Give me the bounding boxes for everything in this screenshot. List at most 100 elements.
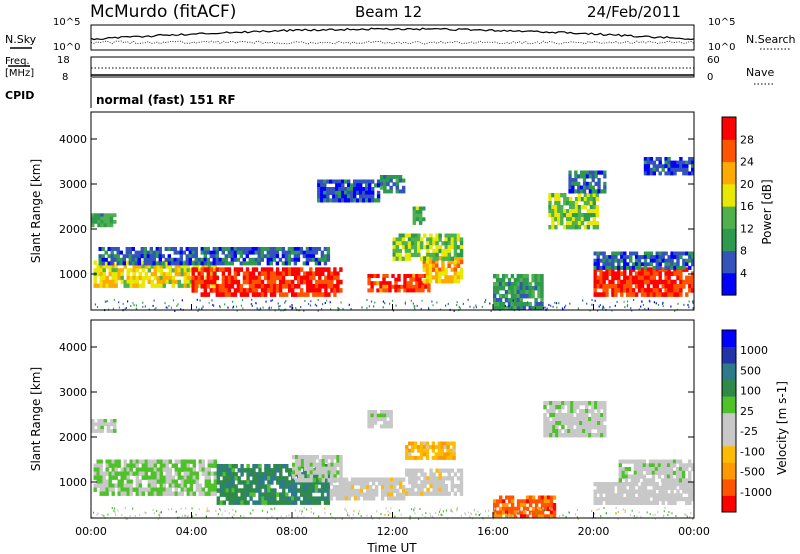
- heatmap-cell: [288, 484, 292, 489]
- heatmap-cell: [251, 257, 255, 262]
- heatmap-cell: [347, 514, 349, 517]
- heatmap-cell: [605, 275, 609, 281]
- heatmap-cell: [661, 500, 665, 505]
- heatmap-cell: [637, 279, 642, 285]
- heatmap-cell: [344, 194, 348, 199]
- heatmap-cell: [165, 463, 169, 468]
- heatmap-cell: [420, 487, 424, 493]
- heatmap-cell: [440, 445, 444, 450]
- heatmap-cell: [268, 306, 270, 309]
- heatmap-cell: [99, 471, 103, 476]
- heatmap-cell: [305, 492, 310, 497]
- heatmap-cell: [560, 205, 564, 210]
- heatmap-cell: [543, 503, 548, 508]
- heatmap-cell: [640, 482, 645, 487]
- heatmap-cell: [359, 481, 364, 486]
- heatmap-cell: [302, 488, 307, 493]
- heatmap-cell: [367, 413, 371, 418]
- heatmap-cell: [534, 282, 538, 287]
- heatmap-cell: [103, 419, 108, 423]
- heatmap-cell: [110, 250, 114, 255]
- heatmap-cell: [300, 267, 304, 272]
- heatmap-cell: [373, 420, 378, 425]
- heatmap-cell: [236, 271, 241, 276]
- heatmap-cell: [91, 216, 95, 221]
- heatmap-cell: [626, 300, 629, 303]
- heatmap-cell: [270, 488, 274, 493]
- heatmap-cell: [688, 306, 690, 309]
- heatmap-cell: [288, 514, 290, 517]
- heatmap-cell: [569, 213, 573, 218]
- heatmap-cell: [588, 409, 592, 414]
- heatmap-cell: [99, 463, 103, 468]
- heatmap-cell: [493, 510, 497, 515]
- heatmap-cell: [417, 233, 421, 238]
- heatmap-cell: [311, 250, 316, 255]
- heatmap-cell: [390, 496, 394, 501]
- heatmap-cell: [380, 485, 385, 490]
- heatmap-cell: [413, 245, 418, 250]
- heatmap-cell: [420, 237, 424, 242]
- colorbar-tick-label: 25: [740, 405, 754, 418]
- heatmap-cell: [577, 185, 581, 190]
- heatmap-cell: [273, 472, 277, 477]
- heatmap-cell: [245, 275, 250, 281]
- heatmap-cell: [114, 483, 118, 488]
- heatmap-cell: [359, 485, 364, 490]
- heatmap-cell: [390, 481, 394, 486]
- heatmap-cell: [320, 254, 325, 259]
- heatmap-cell: [464, 512, 466, 515]
- heatmap-cell: [188, 254, 192, 259]
- heatmap-cell: [171, 275, 175, 281]
- heatmap-cell: [444, 476, 448, 481]
- heatmap-cell: [600, 170, 604, 175]
- heatmap-cell: [374, 301, 376, 304]
- heatmap-cell: [667, 265, 671, 270]
- heatmap-cell: [146, 250, 150, 255]
- heatmap-cell: [670, 279, 674, 285]
- heatmap-cell: [344, 187, 348, 192]
- heatmap-cell: [199, 299, 201, 302]
- heatmap-cell: [168, 483, 172, 488]
- heatmap-cell: [582, 185, 587, 190]
- heatmap-cell: [682, 164, 686, 169]
- heatmap-cell: [629, 514, 631, 517]
- heatmap-cell: [135, 487, 139, 492]
- heatmap-cell: [447, 476, 451, 481]
- heatmap-cell: [300, 462, 305, 467]
- heatmap-cell: [240, 492, 244, 497]
- heatmap-cell: [576, 509, 578, 511]
- heatmap-cell: [673, 251, 677, 256]
- heatmap-cell: [281, 250, 286, 255]
- heatmap-cell: [196, 298, 198, 301]
- heatmap-cell: [542, 507, 544, 510]
- heatmap-cell: [579, 425, 583, 430]
- heatmap-cell: [291, 480, 295, 485]
- heatmap-cell: [129, 514, 131, 517]
- heatmap-cell: [685, 292, 689, 297]
- heatmap-cell: [583, 213, 588, 218]
- heatmap-cell: [155, 261, 159, 266]
- heatmap-cell: [279, 480, 283, 485]
- heatmap-cell: [264, 484, 268, 489]
- heatmap-cell: [593, 292, 597, 297]
- heatmap-cell: [150, 272, 154, 277]
- heatmap-cell: [94, 216, 98, 221]
- colorbar-tick-label: 28: [740, 133, 754, 146]
- heatmap-cell: [249, 472, 253, 477]
- heatmap-cell: [648, 467, 653, 472]
- heatmap-cell: [384, 514, 386, 516]
- heatmap-cell: [660, 467, 665, 472]
- heatmap-cell: [372, 517, 374, 520]
- heatmap-cell: [141, 283, 145, 288]
- y-tick-label: 4000: [59, 133, 87, 146]
- heatmap-cell: [257, 279, 262, 285]
- heatmap-cell: [402, 496, 406, 501]
- heatmap-cell: [218, 261, 222, 266]
- heatmap-cell: [251, 288, 256, 293]
- heatmap-cell: [164, 257, 168, 262]
- heatmap-cell: [227, 261, 231, 266]
- heatmap-cell: [478, 514, 480, 516]
- heatmap-cell: [341, 485, 346, 490]
- heatmap-cell: [308, 250, 313, 255]
